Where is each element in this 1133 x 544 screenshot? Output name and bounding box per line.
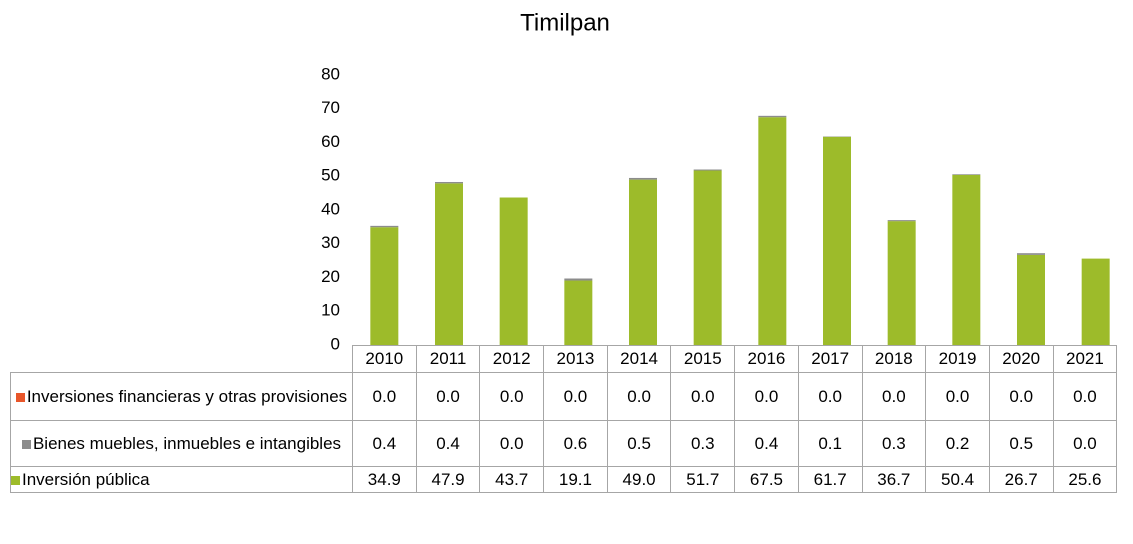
y-tick-label: 80: [321, 64, 340, 83]
bar-segment: [1081, 258, 1110, 345]
bar-segment: [1017, 253, 1045, 255]
y-tick-label: 60: [321, 132, 340, 151]
data-label: 0.3: [861, 420, 927, 467]
legend-swatch: [21, 439, 31, 449]
y-tick-label: 20: [321, 267, 340, 286]
data-label: 0.0: [988, 372, 1054, 421]
data-label: 0.0: [415, 372, 481, 421]
bar-segment: [435, 181, 463, 184]
x-tick-label: 2013: [543, 345, 608, 373]
data-label: 0.0: [925, 372, 990, 421]
data-label: 0.0: [479, 420, 545, 467]
y-tick-label: 70: [321, 98, 340, 117]
data-label: 0.0: [543, 372, 608, 421]
x-tick-label: 2014: [606, 345, 672, 373]
data-label: 0.0: [734, 372, 799, 421]
y-tick-label: 40: [321, 199, 340, 218]
bar-segment: [952, 174, 981, 175]
data-label: 25.6: [1052, 466, 1118, 493]
data-label: 51.7: [670, 466, 736, 493]
data-label: 0.0: [352, 372, 417, 421]
data-label: 67.5: [734, 466, 799, 493]
x-tick-label: 2019: [925, 345, 990, 373]
bar-segment: [629, 179, 657, 345]
data-label: 34.9: [352, 466, 417, 493]
data-label: 0.3: [670, 420, 736, 467]
bar-segment: [564, 280, 593, 345]
data-label: 50.4: [925, 466, 990, 493]
data-label: 26.7: [988, 466, 1054, 493]
data-label: 0.2: [925, 420, 990, 467]
bar-segment: [499, 197, 528, 345]
bar-segment: [370, 227, 399, 345]
series-row: Inversión pública 34.9 47.9 43.7 19.1 49.0 51.…: [10, 466, 1118, 493]
legend-cell: Inversiones financieras y otras provisio…: [10, 372, 353, 421]
series-row: Bienes muebles, inmuebles e intangibles 0…: [10, 420, 1118, 467]
x-tick-label: 2020: [988, 345, 1054, 373]
bar-segment: [629, 177, 657, 180]
bar-segment: [952, 174, 981, 345]
empty-cell: [10, 345, 353, 373]
data-label: 0.0: [861, 372, 927, 421]
legend-label: Inversiones financieras y otras provisio…: [26, 386, 348, 406]
data-label: 0.0: [1052, 420, 1118, 467]
x-tick-label: 2021: [1052, 345, 1118, 373]
data-label: 0.0: [797, 372, 863, 421]
data-label: 0.4: [734, 420, 799, 467]
y-tick-label: 50: [321, 166, 340, 185]
x-tick-label: 2015: [670, 345, 736, 373]
chart-title: Timilpan: [520, 9, 610, 36]
bar-segment: [758, 117, 787, 345]
bar-segment: [823, 136, 851, 345]
y-tick-label: 0: [331, 334, 340, 353]
x-tick-label: 2016: [734, 345, 799, 373]
header-row: 2010 2011 2012 2013 2014 2015 2016 2017 2018 2019…: [10, 345, 1118, 373]
legend-label: Inversión pública: [22, 469, 150, 489]
legend-cell: Inversión pública: [10, 466, 353, 493]
data-label: 49.0: [606, 466, 672, 493]
data-label: 0.5: [606, 420, 672, 467]
data-label: 36.7: [861, 466, 927, 493]
legend-swatch: [15, 392, 25, 402]
data-label: 0.4: [352, 420, 417, 467]
bar-segment: [693, 170, 722, 345]
y-tick-label: 30: [321, 233, 340, 252]
data-label: 47.9: [415, 466, 481, 493]
x-tick-label: 2017: [797, 345, 863, 373]
series-row: Inversiones financieras y otras provisio…: [10, 372, 1118, 421]
data-label: 0.0: [606, 372, 672, 421]
data-label: 0.0: [1052, 372, 1118, 421]
data-label: 0.1: [797, 420, 863, 467]
bar-segment: [693, 169, 722, 171]
x-tick-label: 2010: [352, 345, 417, 373]
bar-segment: [435, 183, 463, 345]
bar-segment: [564, 278, 593, 281]
data-label: 0.0: [479, 372, 545, 421]
legend-swatch: [11, 475, 20, 485]
legend-label: Bienes muebles, inmuebles e intangibles: [32, 433, 342, 453]
x-tick-label: 2012: [479, 345, 545, 373]
bar-segment: [370, 225, 399, 228]
x-tick-label: 2018: [861, 345, 927, 373]
data-label: 0.5: [988, 420, 1054, 467]
data-label: 61.7: [797, 466, 863, 493]
data-label: 43.7: [479, 466, 545, 493]
data-label: 0.0: [670, 372, 736, 421]
data-table: 2010 2011 2012 2013 2014 2015 2016 2017 2018 2019…: [10, 345, 1118, 493]
data-label: 0.6: [543, 420, 608, 467]
bar-segment: [887, 220, 916, 222]
legend-cell: Bienes muebles, inmuebles e intangibles: [10, 420, 353, 467]
data-label: 0.4: [415, 420, 481, 467]
data-label: 19.1: [543, 466, 608, 493]
bar-segment: [758, 115, 787, 118]
x-tick-label: 2011: [415, 345, 481, 373]
y-tick-label: 10: [321, 301, 340, 320]
bar-segment: [1017, 254, 1045, 345]
bar-segment: [887, 221, 916, 345]
